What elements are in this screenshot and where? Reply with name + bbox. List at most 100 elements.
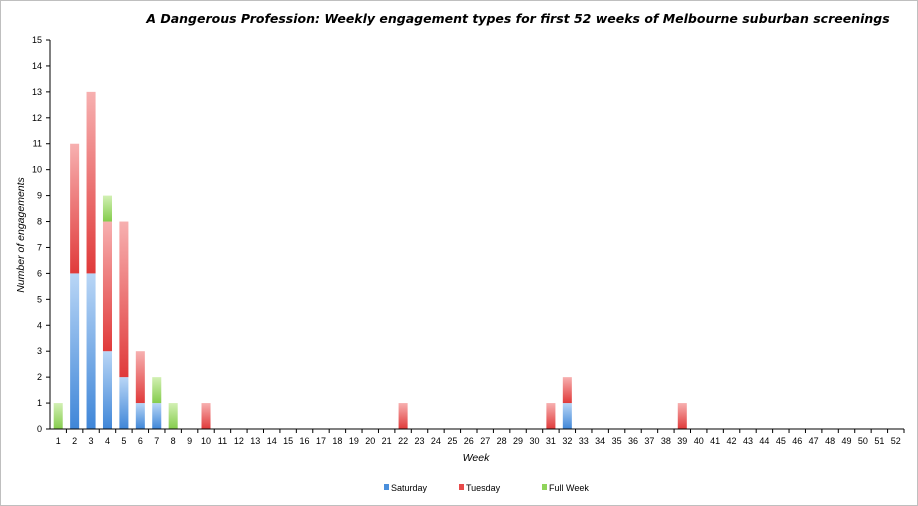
bar-full-week-week-4 xyxy=(102,195,112,222)
y-tick-label: 5 xyxy=(37,294,42,304)
bar-saturday-week-3 xyxy=(86,273,96,429)
bar-full-week-week-1 xyxy=(53,403,63,429)
bar-tuesday-week-5 xyxy=(119,221,129,378)
x-tick-label: 7 xyxy=(154,436,159,446)
x-tick-label: 52 xyxy=(891,436,901,446)
y-tick-label: 2 xyxy=(37,372,42,382)
x-tick-label: 30 xyxy=(529,436,539,446)
x-tick-label: 35 xyxy=(612,436,622,446)
x-tick-label: 16 xyxy=(300,436,310,446)
y-tick-label: 11 xyxy=(33,139,42,149)
x-tick-label: 2 xyxy=(72,436,77,446)
x-tick-label: 14 xyxy=(267,436,277,446)
x-tick-label: 34 xyxy=(595,436,605,446)
bar-saturday-week-2 xyxy=(70,273,80,429)
y-tick-label: 13 xyxy=(32,87,42,97)
x-tick-label: 47 xyxy=(809,436,819,446)
x-axis-label: Week xyxy=(463,452,490,464)
x-tick-label: 23 xyxy=(415,436,425,446)
y-tick-label: 4 xyxy=(37,320,42,330)
x-tick-label: 25 xyxy=(447,436,457,446)
x-tick-label: 39 xyxy=(677,436,687,446)
x-tick-label: 29 xyxy=(513,436,523,446)
x-tick-label: 50 xyxy=(858,436,868,446)
x-tick-label: 42 xyxy=(727,436,737,446)
y-tick-label: 8 xyxy=(37,217,42,227)
bar-tuesday-week-6 xyxy=(135,351,145,404)
x-tick-label: 41 xyxy=(710,436,720,446)
x-tick-label: 45 xyxy=(776,436,786,446)
x-tick-label: 3 xyxy=(89,436,94,446)
bar-tuesday-week-2 xyxy=(70,143,80,274)
legend-swatch-full-week xyxy=(542,484,547,490)
x-tick-label: 31 xyxy=(546,436,556,446)
x-tick-label: 46 xyxy=(792,436,802,446)
x-tick-label: 26 xyxy=(464,436,474,446)
x-tick-label: 28 xyxy=(497,436,507,446)
x-tick-label: 20 xyxy=(365,436,375,446)
x-tick-label: 6 xyxy=(138,436,143,446)
x-tick-label: 17 xyxy=(316,436,326,446)
x-tick-label: 36 xyxy=(628,436,638,446)
x-tick-label: 24 xyxy=(431,436,441,446)
y-tick-label: 15 xyxy=(32,35,42,45)
x-tick-label: 5 xyxy=(121,436,126,446)
legend: Saturday Tuesday Full Week xyxy=(384,483,589,493)
x-tick-label: 15 xyxy=(283,436,293,446)
x-tick-label: 18 xyxy=(332,436,342,446)
bar-tuesday-week-10 xyxy=(201,403,211,429)
x-tick-label: 51 xyxy=(874,436,884,446)
y-tick-label: 10 xyxy=(32,165,42,175)
x-tick-label: 48 xyxy=(825,436,835,446)
x-tick-label: 38 xyxy=(661,436,671,446)
x-tick-label: 1 xyxy=(56,436,61,446)
bar-saturday-week-7 xyxy=(152,403,162,429)
bar-tuesday-week-4 xyxy=(102,221,112,352)
bar-tuesday-week-31 xyxy=(546,403,556,429)
x-tick-label: 27 xyxy=(480,436,490,446)
bar-saturday-week-4 xyxy=(102,351,112,429)
x-tick-label: 8 xyxy=(171,436,176,446)
x-tick-label: 43 xyxy=(743,436,753,446)
y-tick-label: 3 xyxy=(37,346,42,356)
x-tick-label: 4 xyxy=(105,436,110,446)
chart-title: A Dangerous Profession: Weekly engagemen… xyxy=(145,11,889,26)
bar-full-week-week-8 xyxy=(168,403,178,429)
y-tick-label: 1 xyxy=(37,398,42,408)
x-tick-label: 40 xyxy=(694,436,704,446)
x-tick-label: 44 xyxy=(759,436,769,446)
bar-full-week-week-7 xyxy=(152,377,162,404)
bar-tuesday-week-32 xyxy=(562,377,572,404)
y-tick-label: 12 xyxy=(32,113,42,123)
x-tick-label: 22 xyxy=(398,436,408,446)
y-axis-label: Number of engagements xyxy=(15,176,27,292)
y-tick-label: 14 xyxy=(32,61,42,71)
x-tick-label: 32 xyxy=(562,436,572,446)
legend-label-tuesday: Tuesday xyxy=(466,483,501,493)
bar-saturday-week-6 xyxy=(135,403,145,429)
x-tick-label: 19 xyxy=(349,436,359,446)
x-tick-label: 9 xyxy=(187,436,192,446)
bar-saturday-week-32 xyxy=(562,403,572,429)
x-tick-label: 21 xyxy=(382,436,392,446)
bar-tuesday-week-3 xyxy=(86,91,96,274)
bar-tuesday-week-22 xyxy=(398,403,408,429)
x-tick-label: 11 xyxy=(218,436,227,446)
legend-swatch-tuesday xyxy=(459,484,464,490)
bar-tuesday-week-39 xyxy=(677,403,687,429)
y-tick-label: 0 xyxy=(37,424,42,434)
legend-label-saturday: Saturday xyxy=(391,483,428,493)
x-tick-label: 13 xyxy=(250,436,260,446)
bar-saturday-week-5 xyxy=(119,377,129,429)
y-tick-label: 6 xyxy=(37,268,42,278)
legend-swatch-saturday xyxy=(384,484,389,490)
y-tick-label: 7 xyxy=(37,242,42,252)
x-tick-label: 33 xyxy=(579,436,589,446)
x-tick-label: 37 xyxy=(644,436,654,446)
legend-label-full-week: Full Week xyxy=(549,483,589,493)
x-tick-label: 10 xyxy=(201,436,211,446)
x-tick-label: 49 xyxy=(842,436,852,446)
x-tick-label: 12 xyxy=(234,436,244,446)
y-tick-label: 9 xyxy=(37,191,42,201)
